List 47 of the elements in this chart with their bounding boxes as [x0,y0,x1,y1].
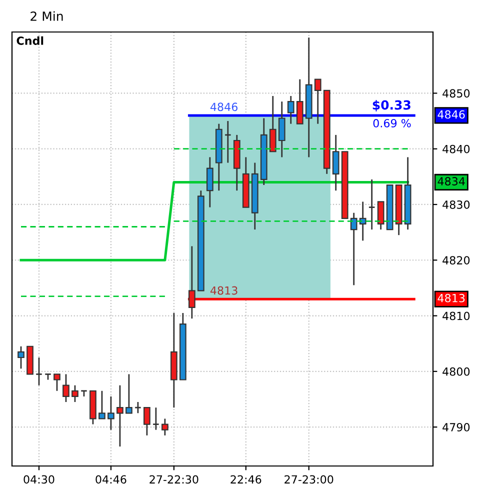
candlestick [188,246,196,320]
x-tick-label: 22:46 [230,475,262,484]
x-tick-label: 27-23:00 [284,475,334,484]
candlestick [314,78,322,125]
candlestick [350,212,358,286]
candlestick [278,100,286,158]
candlestick [287,95,294,125]
annotation: Cndl [16,36,44,45]
annotation: $0.33 [372,100,410,112]
candlestick [152,406,160,431]
candlestick [126,373,132,414]
candlestick [108,396,114,431]
y-tick-label: 4800 [442,367,470,376]
annotation: 4846 [210,102,238,112]
candlestick [206,156,214,208]
ref-line-label: 4846 [438,110,465,119]
y-tick-label: 4830 [442,200,470,209]
candlestick [116,384,124,448]
annotation: 4813 [210,286,238,295]
ref-line-label: 4813 [438,294,465,302]
candlestick [72,384,78,403]
candlestick [54,373,60,392]
candlestick [144,406,150,436]
y-tick-label: 4850 [442,89,470,98]
candlestick [296,78,304,125]
candlestick [161,418,168,436]
candlestick [98,390,106,420]
candlestick [377,201,384,230]
x-tick-label: 04:30 [24,475,54,484]
y-tick-label: 4820 [442,256,470,265]
candlestick [134,401,142,414]
y-tick-label: 4810 [442,312,470,320]
candlestick [332,134,340,192]
candlestick [359,201,366,242]
candlestick [269,95,276,152]
candlestick [368,178,376,230]
candlestick [224,120,232,164]
chart-title: 2 Min [30,11,63,21]
candlestick [62,373,70,403]
candlestick [35,356,43,386]
candlestick [18,346,24,370]
x-tick-label: 27-22:30 [150,475,198,484]
annotation: 0.69 % [373,118,411,128]
y-tick-label: 4840 [442,144,470,154]
text: 4834 [438,177,465,186]
y-tick-label: 4790 [442,423,470,432]
x-tick-label: 04:46 [96,475,126,484]
